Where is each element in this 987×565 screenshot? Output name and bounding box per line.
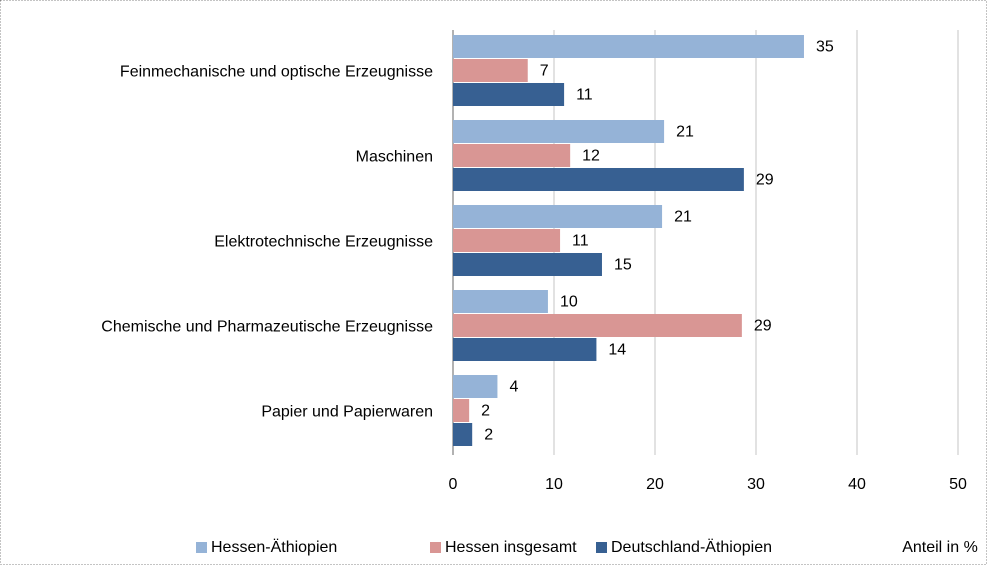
y-tick-label: Papier und Papierwaren xyxy=(261,404,433,421)
data-label: 15 xyxy=(614,257,632,274)
data-label: 11 xyxy=(572,233,589,250)
data-label: 12 xyxy=(582,148,600,165)
x-tick-label: 50 xyxy=(949,476,967,493)
data-label: 4 xyxy=(509,379,518,396)
x-axis-label: Anteil in % xyxy=(902,539,978,556)
data-label: 21 xyxy=(674,209,692,226)
legend-swatch xyxy=(196,542,207,553)
legend-label: Hessen-Äthiopien xyxy=(211,538,337,556)
data-label: 2 xyxy=(481,403,490,420)
x-tick-label: 10 xyxy=(545,476,563,493)
bar xyxy=(453,338,597,361)
legend-label: Deutschland-Äthiopien xyxy=(611,538,772,556)
bar xyxy=(453,375,498,398)
bar xyxy=(453,423,473,446)
bar xyxy=(453,205,663,228)
y-tick-label: Chemische und Pharmazeutische Erzeugniss… xyxy=(101,319,433,336)
y-tick-label: Maschinen xyxy=(356,149,433,166)
data-label: 7 xyxy=(540,63,549,80)
x-tick-label: 20 xyxy=(646,476,664,493)
bar xyxy=(453,59,528,82)
x-tick-label: 30 xyxy=(747,476,765,493)
data-label: 21 xyxy=(676,124,694,141)
bar xyxy=(453,168,744,191)
x-tick-label: 40 xyxy=(848,476,866,493)
legend-swatch xyxy=(596,542,607,553)
bar xyxy=(453,290,548,313)
data-label: 29 xyxy=(756,172,774,189)
y-tick-label: Elektrotechnische Erzeugnisse xyxy=(214,234,433,251)
bar xyxy=(453,83,565,106)
legend-swatch xyxy=(430,542,441,553)
bar xyxy=(453,120,665,143)
legend-label: Hessen insgesamt xyxy=(445,539,577,556)
bar xyxy=(453,253,602,276)
y-tick-label: Feinmechanische und optische Erzeugnisse xyxy=(120,64,433,81)
x-tick-label: 0 xyxy=(449,476,458,493)
data-label: 10 xyxy=(560,294,578,311)
bar xyxy=(453,399,470,422)
data-label: 2 xyxy=(484,427,493,444)
data-label: 14 xyxy=(608,342,626,359)
data-label: 11 xyxy=(576,87,593,104)
data-label: 35 xyxy=(816,39,834,56)
data-label: 29 xyxy=(754,318,772,335)
bar xyxy=(453,35,804,58)
bar xyxy=(453,229,561,252)
bar xyxy=(453,144,571,167)
bar xyxy=(453,314,742,337)
